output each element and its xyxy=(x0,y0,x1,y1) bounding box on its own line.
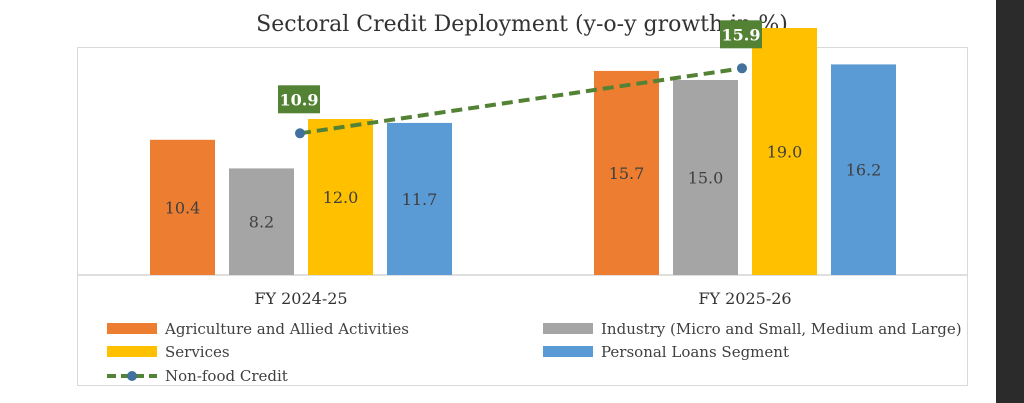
x-tick-label: FY 2025-26 xyxy=(698,289,791,308)
bar-services-0 xyxy=(308,119,373,275)
bar-agriculture-0 xyxy=(150,139,215,275)
bar-industry-0 xyxy=(229,168,294,275)
line-value-label: 10.9 xyxy=(280,90,319,109)
bar-value-label: 15.0 xyxy=(688,169,724,188)
line-value-label: 15.9 xyxy=(722,25,761,44)
bar-personal-0 xyxy=(387,122,452,276)
bar-value-label: 10.4 xyxy=(165,198,201,217)
legend-label: Non-food Credit xyxy=(165,367,288,385)
bar-value-label: 15.7 xyxy=(609,164,645,183)
bar-value-label: 19.0 xyxy=(767,143,803,162)
bar-industry-1 xyxy=(673,80,738,275)
x-tick-label: FY 2024-25 xyxy=(254,289,347,308)
screen-edge-bar xyxy=(996,0,1024,403)
bar-agriculture-1 xyxy=(594,70,659,276)
bar-value-label: 12.0 xyxy=(323,188,359,207)
legend-swatch xyxy=(543,346,593,357)
line-marker xyxy=(737,63,747,74)
bar-services-1 xyxy=(752,28,817,275)
chart-title: Sectoral Credit Deployment (y-o-y growth… xyxy=(256,12,788,37)
legend-swatch xyxy=(543,323,593,334)
legend-label: Services xyxy=(165,343,230,361)
legend-label: Personal Loans Segment xyxy=(601,343,789,361)
non-food-credit-line xyxy=(299,66,743,136)
bar-value-label: 16.2 xyxy=(846,161,882,180)
legend-swatch xyxy=(107,346,157,357)
line-marker xyxy=(295,128,305,139)
legend-swatch xyxy=(107,323,157,334)
bar-value-label: 8.2 xyxy=(249,213,274,232)
chart-frame xyxy=(77,47,968,386)
line-value-box xyxy=(720,20,762,49)
bar-value-label: 11.7 xyxy=(402,190,438,209)
line-value-box xyxy=(278,85,320,114)
legend-label: Agriculture and Allied Activities xyxy=(164,320,409,338)
legend-label: Industry (Micro and Small, Medium and La… xyxy=(601,320,962,338)
legend-line-marker xyxy=(127,371,137,381)
bar-personal-1 xyxy=(831,64,896,276)
